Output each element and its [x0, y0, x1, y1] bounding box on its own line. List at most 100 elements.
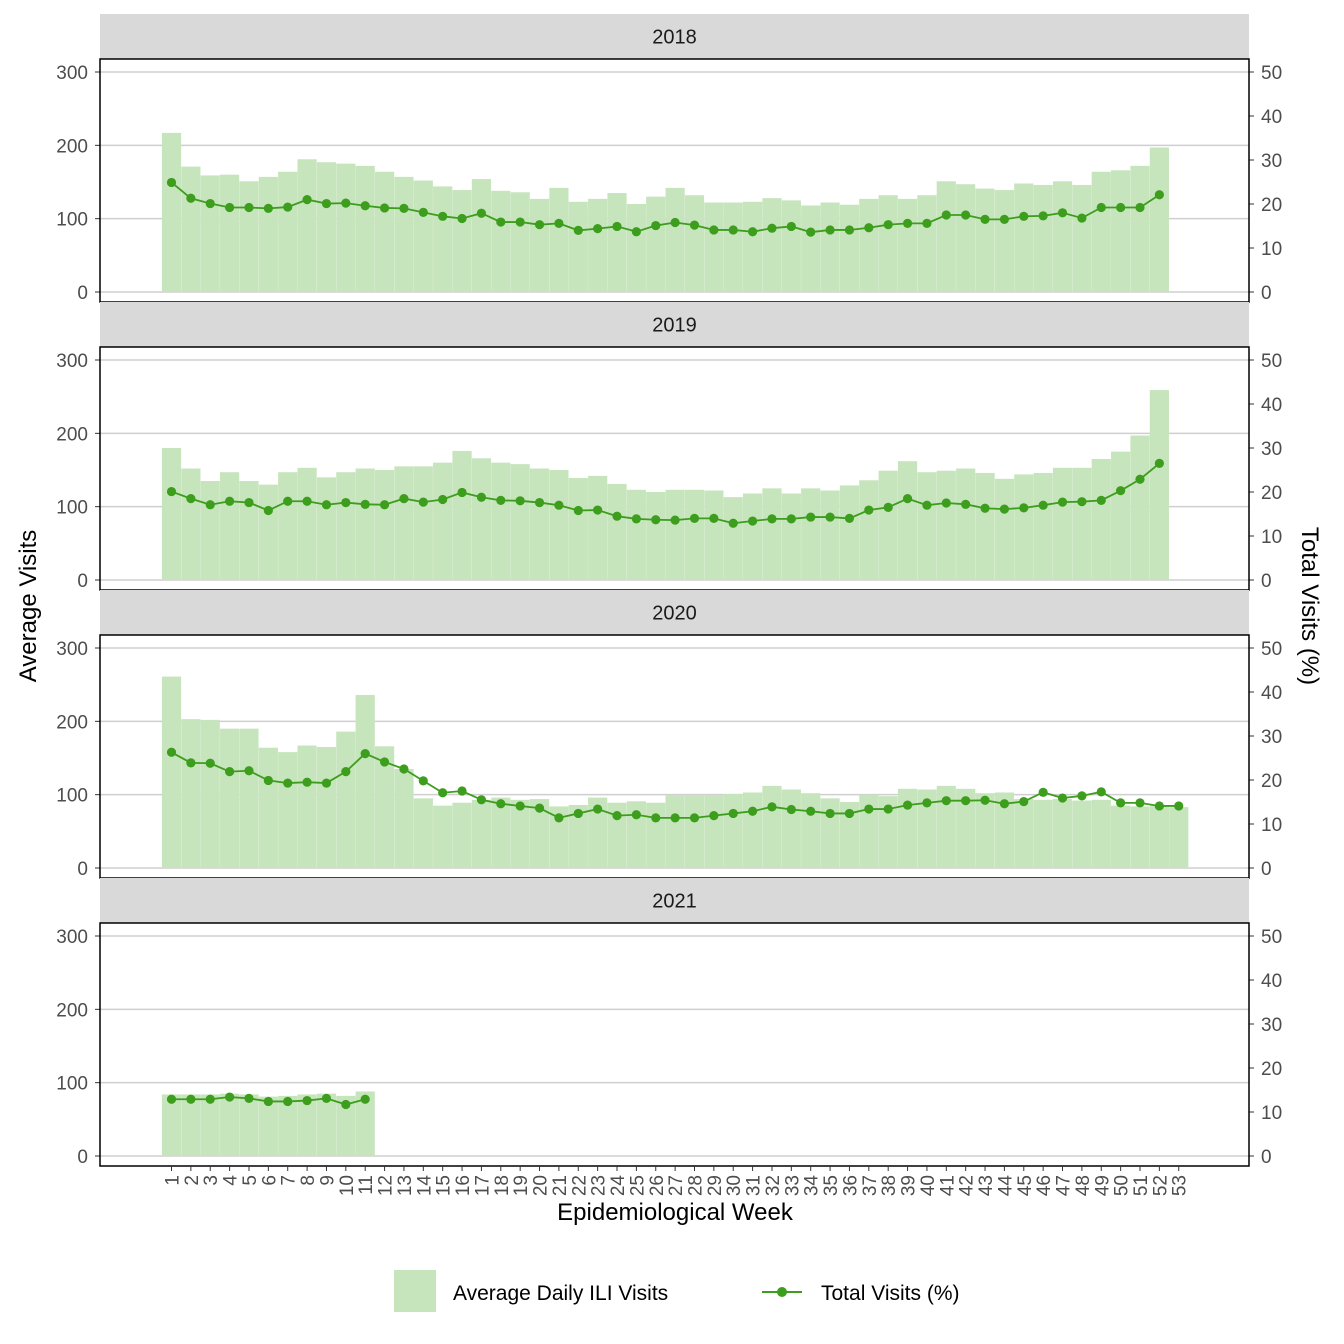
bar	[801, 793, 821, 868]
bar	[258, 1096, 278, 1156]
x-tick-label: 41	[937, 1175, 958, 1196]
y-tick-label: 200	[56, 136, 88, 157]
series-point	[321, 198, 332, 209]
series-point	[321, 778, 332, 788]
bar	[568, 804, 588, 868]
bar	[549, 187, 569, 292]
series-line	[170, 181, 1160, 234]
bar	[355, 165, 375, 292]
series-point	[980, 795, 990, 805]
bar	[568, 478, 588, 580]
x-tick-label: 16	[453, 1175, 474, 1196]
x-tick-label: 32	[763, 1175, 784, 1196]
bar	[994, 190, 1015, 292]
bar	[1091, 799, 1111, 868]
series-point	[360, 499, 370, 509]
bar	[762, 785, 782, 868]
series-point	[767, 223, 777, 233]
series-point	[1096, 787, 1106, 797]
bar	[529, 799, 550, 868]
x-tick-label: 40	[918, 1175, 939, 1196]
bar	[452, 802, 472, 868]
y-tick-label: 300	[56, 639, 88, 660]
bar	[762, 198, 782, 292]
series-point	[651, 813, 661, 823]
bar	[1014, 183, 1034, 292]
y-tick-label: 200	[56, 712, 88, 733]
y-tick-label: 300	[56, 927, 88, 948]
series-point	[457, 213, 467, 224]
series-point	[1019, 211, 1029, 221]
bar	[374, 171, 395, 292]
bar	[568, 201, 588, 292]
bar	[239, 728, 259, 868]
bar	[820, 202, 840, 292]
x-tick-label: 3	[201, 1175, 222, 1186]
bar	[839, 802, 860, 868]
bar	[626, 489, 646, 580]
bar	[1091, 459, 1111, 580]
series-point	[941, 796, 951, 806]
bar	[549, 806, 569, 868]
bar	[781, 200, 801, 292]
series-point	[244, 202, 254, 213]
series-point	[534, 803, 545, 813]
series-point	[1096, 495, 1106, 505]
x-tick-label: 25	[627, 1175, 648, 1196]
x-tick-label: 50	[1112, 1175, 1133, 1196]
series-point	[806, 512, 816, 522]
bar	[723, 793, 743, 868]
bar	[452, 450, 472, 580]
x-tick-label: 39	[899, 1175, 920, 1196]
series-point	[205, 758, 215, 768]
bar	[316, 1093, 337, 1156]
series-point	[457, 487, 467, 498]
bar	[936, 470, 956, 580]
bar	[220, 472, 240, 580]
bar	[1149, 390, 1169, 580]
bar	[1052, 181, 1073, 292]
bar	[1033, 799, 1053, 868]
y2-tick-label: 20	[1261, 483, 1282, 504]
series-point	[418, 207, 428, 217]
bar	[743, 201, 763, 292]
panel-2020: 2020 0 100 200 300 0 10 20 30 40 50	[56, 590, 1282, 880]
series-point	[1077, 213, 1087, 223]
bar	[161, 132, 182, 292]
x-tick-label: 4	[221, 1175, 242, 1186]
bar	[471, 458, 492, 580]
bar	[781, 789, 801, 868]
y-tick-label: 0	[77, 571, 88, 592]
series-point	[302, 195, 312, 205]
series-point	[593, 804, 603, 814]
y-tick-label: 100	[56, 786, 88, 807]
series-point	[496, 799, 506, 809]
bar	[220, 1093, 240, 1156]
legend-line-dot	[777, 1287, 787, 1297]
x-tick-label: 5	[240, 1175, 261, 1186]
bar	[936, 181, 956, 292]
series-point	[166, 747, 177, 757]
series-point	[631, 227, 641, 237]
x-tick-label: 21	[550, 1175, 571, 1196]
series-point	[341, 1099, 351, 1110]
y2-tick-label: 50	[1261, 639, 1282, 660]
series-point	[825, 512, 835, 522]
bar	[200, 481, 220, 580]
series-point	[670, 217, 680, 228]
series-point	[806, 227, 816, 237]
bar	[316, 477, 337, 580]
bar	[374, 746, 395, 868]
panel-strip-label: 2018	[652, 27, 697, 49]
bar	[1149, 147, 1169, 292]
series-point	[302, 496, 312, 506]
bar	[355, 1091, 375, 1156]
panel-border	[99, 922, 1250, 1167]
series-point	[786, 514, 796, 524]
bar	[413, 798, 433, 868]
series-line	[171, 462, 1160, 525]
series-point	[341, 198, 351, 208]
series-point	[864, 223, 874, 233]
bar	[897, 788, 918, 868]
y2-tick-label: 40	[1261, 395, 1282, 416]
